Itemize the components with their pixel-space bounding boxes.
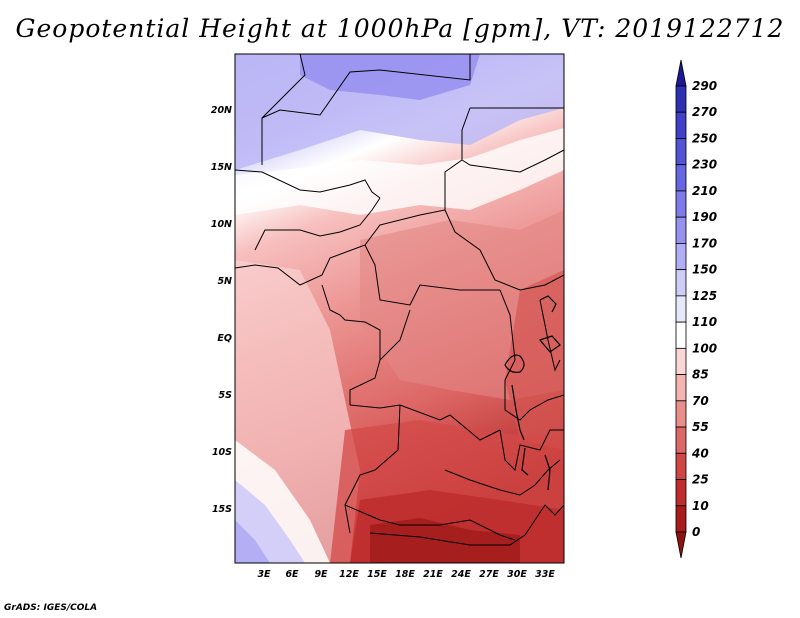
colorbar-top-arrow <box>675 59 687 87</box>
lakes <box>504 295 561 491</box>
grads-credit: GrADS: IGES/COLA <box>4 603 98 613</box>
lon-label: 27E <box>479 569 499 580</box>
colorbar-swatch <box>675 426 687 454</box>
colorbar-label: 100 <box>692 341 717 355</box>
lat-label: 5N <box>217 276 232 287</box>
colorbar-swatch <box>675 347 687 375</box>
colorbar-swatch <box>675 374 687 402</box>
lon-label: 24E <box>451 569 471 580</box>
colorbar-swatch <box>675 111 687 139</box>
colorbar-label: 110 <box>692 315 717 329</box>
lon-label: 6E <box>285 569 299 580</box>
lon-label: 18E <box>395 569 415 580</box>
colorbar-label: 55 <box>692 420 709 434</box>
colorbar-swatch <box>675 190 687 218</box>
colorbar-label: 170 <box>692 236 717 250</box>
colorbar-label: 230 <box>692 158 717 172</box>
colorbar-label: 70 <box>692 394 709 408</box>
colorbar-bottom-arrow <box>675 531 687 559</box>
colorbar-label: 210 <box>692 184 717 198</box>
lat-label: 5S <box>219 390 233 401</box>
lon-label: 3E <box>257 569 271 580</box>
colorbar-label: 0 <box>692 525 700 539</box>
colorbar-label: 85 <box>692 368 709 382</box>
colorbar-label: 290 <box>692 79 717 93</box>
colorbar-label: 190 <box>692 210 717 224</box>
lon-label: 9E <box>314 569 328 580</box>
colorbar-label: 125 <box>692 289 717 303</box>
colorbar-label: 150 <box>692 263 717 277</box>
lat-label: 15S <box>212 504 232 515</box>
colorbar-swatch <box>675 243 687 271</box>
lat-label: 10N <box>211 219 232 230</box>
country-borders <box>235 54 564 546</box>
geopotential-field <box>235 54 564 563</box>
colorbar-swatch <box>675 400 687 428</box>
colorbar: 2902702502302101901701501251101008570554… <box>675 59 717 559</box>
colorbar-swatch <box>675 505 687 533</box>
lat-label: EQ <box>217 333 232 344</box>
colorbar-swatch <box>675 164 687 192</box>
map-title: Geopotential Height at 1000hPa [gpm], VT… <box>15 14 785 43</box>
lon-label: 21E <box>423 569 443 580</box>
colorbar-swatch <box>675 138 687 166</box>
colorbar-label: 270 <box>692 105 717 119</box>
lat-label: 15N <box>211 162 232 173</box>
axis-labels: 20N 15N 10N 5N EQ 5S 10S 15S 3E 6E 9E 12… <box>211 105 556 580</box>
colorbar-swatch <box>675 295 687 323</box>
colorbar-label: 250 <box>692 131 717 145</box>
lon-label: 15E <box>367 569 387 580</box>
colorbar-swatch <box>675 452 687 480</box>
lon-label: 12E <box>339 569 359 580</box>
colorbar-swatch <box>675 216 687 244</box>
colorbar-label: 10 <box>692 499 709 513</box>
colorbar-swatch <box>675 85 687 113</box>
colorbar-label: 40 <box>691 446 709 460</box>
lon-label: 30E <box>507 569 527 580</box>
lon-label: 33E <box>535 569 555 580</box>
colorbar-swatch <box>675 321 687 349</box>
colorbar-swatch <box>675 479 687 507</box>
lat-label: 10S <box>212 447 232 458</box>
lat-label: 20N <box>211 105 232 116</box>
colorbar-label: 25 <box>692 473 709 487</box>
colorbar-swatch <box>675 269 687 297</box>
